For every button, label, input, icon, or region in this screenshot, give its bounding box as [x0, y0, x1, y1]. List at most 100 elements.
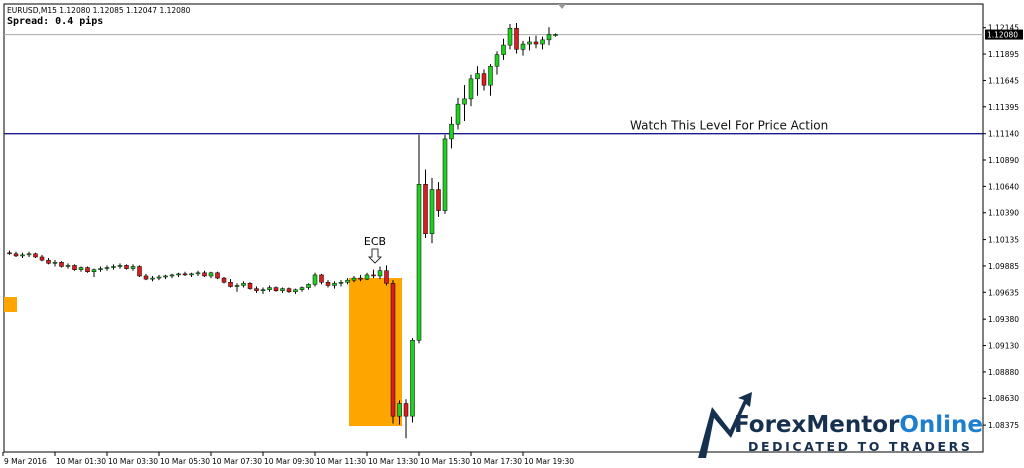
annotation-arrow [368, 248, 382, 264]
candle-body [286, 288, 292, 293]
y-tick-label: 1.09130 [988, 342, 1019, 351]
candle-body [13, 253, 19, 257]
last-price-label: 1.12080 [987, 31, 1018, 40]
logo-icon [698, 392, 752, 458]
candle-body [59, 262, 64, 267]
candle-body [150, 277, 155, 280]
y-tick-label: 1.10640 [988, 182, 1019, 191]
candle-body [403, 403, 409, 417]
candle-body [416, 184, 422, 341]
candle-body [442, 138, 448, 211]
candle-body [20, 254, 25, 257]
candle-body [358, 277, 363, 280]
candle-body [553, 34, 558, 36]
y-tick-label: 1.10135 [988, 236, 1019, 245]
candle-body [481, 73, 487, 86]
brand: ForexMentor [734, 412, 900, 438]
y-tick-label: 1.08375 [988, 421, 1019, 430]
x-tick-label: 10 Mar 19:30 [524, 457, 574, 466]
candle-body [247, 283, 253, 289]
candle-body [33, 253, 38, 258]
candle-body [397, 403, 402, 417]
candle-body [26, 253, 32, 256]
candle-body [78, 267, 84, 270]
candle-body [410, 340, 415, 417]
x-tick-label: 10 Mar 07:30 [212, 457, 262, 466]
candle-body [143, 275, 149, 280]
candle-body [260, 289, 266, 291]
candle-body [462, 98, 467, 105]
x-tick-label: 10 Mar 17:30 [472, 457, 522, 466]
candle-body [221, 277, 227, 283]
candle-body [371, 274, 376, 277]
last-price-box [985, 29, 1023, 40]
annotation: ECB [364, 235, 386, 248]
candle-body [306, 284, 311, 288]
x-tick-label: 10 Mar 05:30 [160, 457, 210, 466]
candle-body [130, 266, 136, 269]
x-tick-label: 10 Mar 11:30 [316, 457, 366, 466]
candle-body [228, 282, 233, 287]
logo: ForexMentorOnline DEDICATED TO TRADERS [698, 392, 983, 458]
candle-body [124, 265, 129, 269]
candle-body [7, 252, 12, 255]
candle-body [364, 274, 370, 280]
candle-body [182, 273, 188, 276]
candle-body [65, 265, 71, 267]
candle-body [156, 276, 162, 279]
candle-body [546, 34, 552, 41]
candle-body [208, 272, 214, 277]
chart-title: EURUSD,M15 1.12080 1.12085 1.12047 1.120… [7, 6, 191, 15]
x-tick-label: 10 Mar 13:30 [368, 457, 418, 466]
candle-body [455, 103, 461, 125]
y-tick-label: 1.09380 [988, 315, 1019, 324]
y-tick-label: 1.08880 [988, 368, 1019, 377]
candle-body [468, 78, 474, 100]
candle-body [527, 41, 532, 45]
candle-body [176, 273, 181, 276]
candle-body [46, 259, 51, 264]
level-label: Watch This Level For Price Action [630, 119, 828, 133]
candle-body [514, 27, 519, 50]
candle-body [273, 287, 279, 291]
candle-body [163, 275, 168, 278]
candle-body [98, 268, 103, 270]
candle-body [345, 279, 350, 283]
candle-body [117, 265, 123, 267]
candle-body [72, 265, 77, 270]
candle-body [423, 184, 428, 235]
candle-body [384, 270, 389, 284]
shift-marker [558, 4, 566, 9]
x-tick-label: 9 Mar 2016 [4, 457, 47, 466]
plot-frame [3, 3, 984, 453]
candle-body [488, 65, 493, 86]
y-tick-label: 1.09635 [988, 288, 1019, 297]
candle-body [540, 39, 545, 45]
candle-body [234, 285, 240, 287]
y-tick-label: 1.08630 [988, 394, 1019, 403]
x-tick-label: 10 Mar 09:30 [264, 457, 314, 466]
brand-suffix: Online [899, 412, 983, 438]
candle-body [91, 269, 97, 272]
y-tick-label: 1.11140 [988, 130, 1019, 139]
y-tick-label: 1.11395 [988, 103, 1019, 112]
highlight-zone [4, 297, 17, 312]
candle-body [449, 123, 454, 140]
candle-body [137, 266, 142, 277]
candle-body [189, 273, 194, 276]
candle-body [494, 54, 500, 67]
candle-body [319, 274, 324, 283]
candle-body [293, 289, 298, 293]
candle-body [215, 272, 220, 279]
candle-body [507, 27, 513, 46]
x-tick-label: 10 Mar 03:30 [108, 457, 158, 466]
spread: Spread: 0.4 pips [7, 15, 103, 27]
candle-body [390, 283, 396, 417]
candle-body [111, 266, 116, 268]
candle-body [312, 274, 318, 285]
candle-body [267, 287, 272, 290]
y-tick-label: 1.12145 [988, 24, 1019, 33]
candle-body [254, 288, 259, 291]
